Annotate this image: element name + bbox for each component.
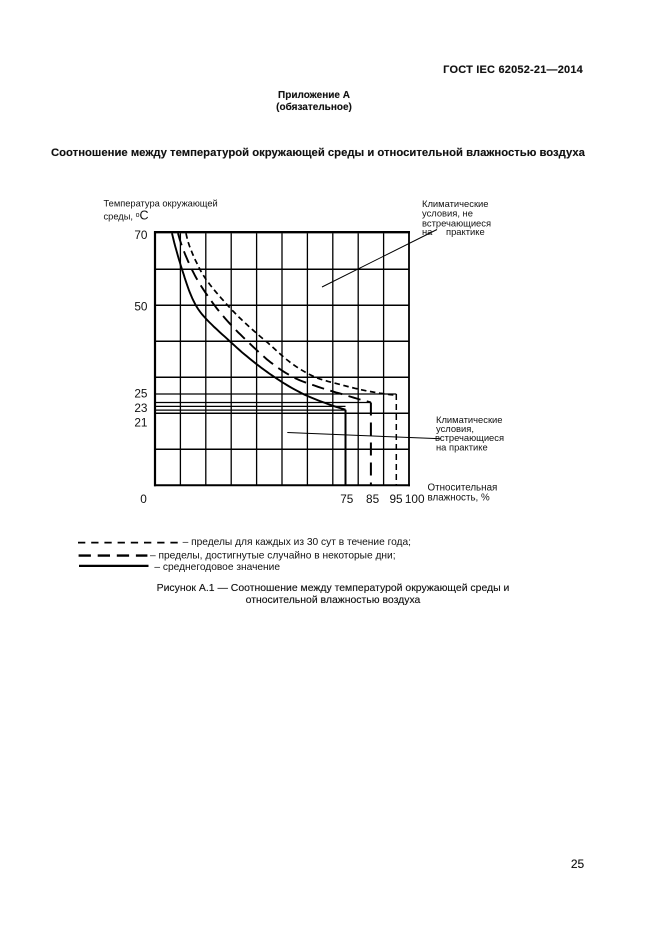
svg-text:– пределы для каждых из 30 сут: – пределы для каждых из 30 сут в течение… [183,537,411,548]
svg-text:100: 100 [405,492,425,506]
svg-text:встречающиеся: встречающиеся [422,217,491,228]
svg-text:0: 0 [140,492,147,506]
svg-text:– пределы, достигнутые случайн: – пределы, достигнутые случайно в некото… [150,551,396,562]
svg-text:Климатические: Климатические [436,414,503,425]
svg-text:Температура окружающей: Температура окружающей [104,199,218,209]
svg-text:Климатические: Климатические [422,198,489,209]
svg-text:70: 70 [134,228,148,242]
svg-text:условия, не: условия, не [422,208,473,219]
svg-text:25: 25 [134,387,148,401]
svg-text:встречающиеся: встречающиеся [435,432,504,443]
svg-text:85: 85 [366,492,380,506]
svg-text:на практике: на практике [436,442,488,453]
svg-text:75: 75 [340,492,354,506]
svg-text:условия,: условия, [436,423,474,434]
svg-text:на: на [422,226,433,237]
svg-text:Относительная: Относительная [428,483,498,494]
svg-text:21: 21 [134,416,147,430]
svg-text:– среднегодовое значение: – среднегодовое значение [154,562,280,573]
svg-text:влажность, %: влажность, % [428,493,490,504]
svg-text:50: 50 [134,300,148,314]
svg-text:практике: практике [446,226,485,237]
svg-text:среды, оС: среды, оС [104,209,149,223]
svg-text:23: 23 [134,401,148,415]
svg-text:95: 95 [389,492,403,506]
